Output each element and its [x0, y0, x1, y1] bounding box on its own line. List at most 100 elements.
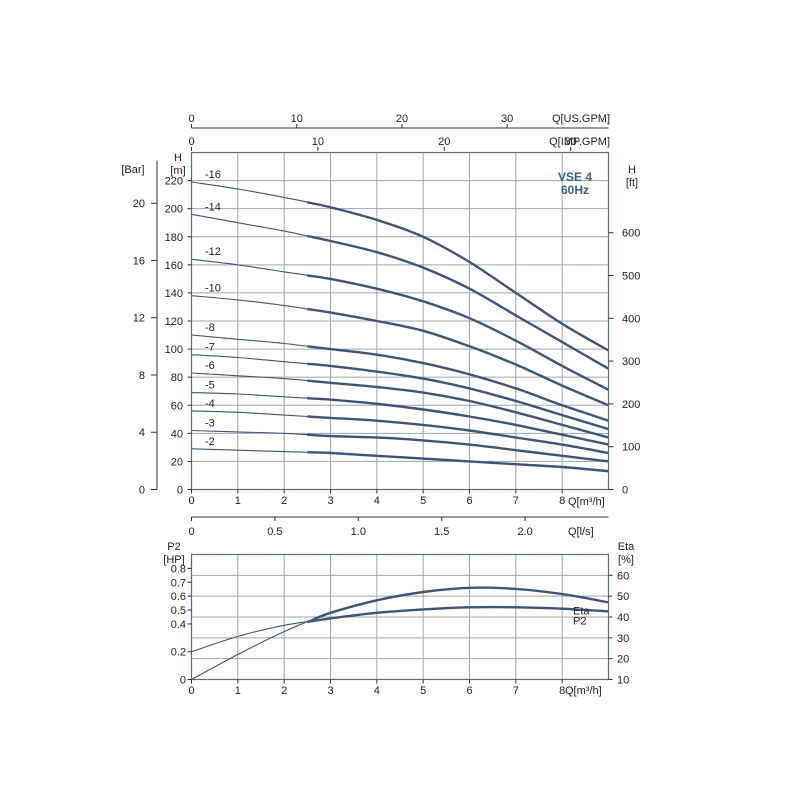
power-x-tick-label: 7 [513, 685, 519, 697]
head-curve-operating-stage16 [307, 201, 610, 352]
head-curve-stage7 [191, 354, 609, 430]
bar-tick-label: 4 [139, 427, 145, 439]
us-gpm-tick-label: 0 [188, 113, 194, 125]
stage-label: -7 [205, 342, 215, 354]
ft-axis-unit: [ft] [626, 177, 638, 189]
head-m-tick-label: 200 [165, 204, 183, 216]
head-curve-operating-stage7 [307, 362, 609, 431]
p2-axis-unit: [HP] [163, 554, 184, 566]
head-x-tick-label: 0 [188, 495, 194, 507]
stage-label: -14 [205, 201, 221, 213]
head-curve-operating-stage4 [307, 415, 609, 455]
head-m-tick-label: 20 [171, 456, 183, 468]
ls-tick-label: 1.0 [351, 526, 366, 538]
head-m-tick-label: 80 [171, 372, 183, 384]
p2-tick-label: 0.2 [171, 647, 186, 659]
head-curve-operating-stage2 [307, 451, 609, 473]
head-curve-stage14 [191, 213, 609, 370]
head-m-tick-label: 0 [177, 485, 183, 497]
series-label-eta: Eta [573, 605, 590, 617]
model-label-line-1: VSE 4 [558, 170, 592, 184]
head-m-tick-label: 140 [165, 288, 183, 300]
eta-tick-label: 60 [617, 570, 629, 582]
us-gpm-tick-label: 20 [396, 113, 408, 125]
head-curve-operating-stage14 [307, 234, 610, 370]
p2-tick-label: 0 [180, 675, 186, 687]
power-curve-operating-p2 [307, 605, 609, 624]
head-x-tick-label: 6 [466, 495, 472, 507]
stage-label: -5 [205, 380, 215, 392]
power-curve-operating-eta [306, 586, 609, 624]
us-gpm-axis-label: Q[US.GPM] [552, 113, 610, 125]
imp-gpm-axis-label: Q[IMP.GPM] [549, 136, 610, 148]
ft-tick-label: 300 [622, 356, 640, 368]
eta-tick-label: 40 [617, 612, 629, 624]
power-x-tick-label: 4 [374, 685, 380, 697]
p2-tick-label: 0.4 [171, 619, 186, 631]
eta-tick-label: 10 [617, 675, 629, 687]
head-x-tick-label: 3 [327, 495, 333, 507]
us-gpm-tick-label: 30 [501, 113, 513, 125]
head-curve-operating-stage12 [307, 274, 610, 391]
head-m-tick-label: 220 [165, 176, 183, 188]
ft-axis-label: H [628, 164, 636, 176]
head-curve-operating-stage6 [307, 379, 609, 439]
stage-label: -3 [205, 418, 215, 430]
head-m-tick-label: 160 [165, 260, 183, 272]
power-x-tick-label: 3 [327, 685, 333, 697]
us-gpm-tick-label: 10 [291, 113, 303, 125]
stage-label: -4 [205, 398, 215, 410]
stage-label: -8 [205, 322, 215, 334]
eta-tick-label: 20 [617, 654, 629, 666]
bar-tick-label: 20 [133, 198, 145, 210]
ls-tick-label: 2.0 [517, 526, 532, 538]
imp-gpm-tick-label: 10 [312, 136, 324, 148]
ft-tick-label: 100 [622, 442, 640, 454]
head-m-axis-label: H [174, 152, 182, 164]
imp-gpm-tick-label: 0 [188, 136, 194, 148]
head-x-axis-label: Q[m³/h] [568, 496, 605, 508]
model-label-line-2: 60Hz [561, 183, 589, 197]
ft-tick-label: 200 [622, 399, 640, 411]
ls-axis-label: Q[l/s] [568, 526, 594, 538]
stage-label: -10 [205, 283, 221, 295]
stage-label: -16 [205, 169, 221, 181]
head-x-tick-label: 7 [513, 495, 519, 507]
imp-gpm-tick-label: 20 [438, 136, 450, 148]
power-x-tick-label: 2 [281, 685, 287, 697]
stage-label: -12 [205, 246, 221, 258]
head-m-tick-label: 60 [171, 400, 183, 412]
p2-axis-label: P2 [167, 541, 180, 553]
eta-tick-label: 50 [617, 591, 629, 603]
head-x-tick-label: 5 [420, 495, 426, 507]
power-curve-eta [191, 587, 609, 680]
power-curve-p2 [191, 606, 609, 653]
eta-axis-unit: [%] [618, 554, 634, 566]
ft-tick-label: 500 [622, 271, 640, 283]
head-m-tick-label: 100 [165, 344, 183, 356]
power-x-tick-label: 6 [466, 685, 472, 697]
ft-tick-label: 600 [622, 228, 640, 240]
power-x-tick-label: 5 [420, 685, 426, 697]
head-m-axis-unit: [m] [170, 165, 185, 177]
power-x-tick-label: 1 [235, 685, 241, 697]
series-label-p2: P2 [573, 615, 586, 627]
bar-axis-label: [Bar] [121, 164, 144, 176]
stage-label: -2 [205, 436, 215, 448]
head-m-tick-label: 40 [171, 428, 183, 440]
power-x-axis-label: Q[m³/h] [565, 685, 602, 697]
head-curve-operating-stage8 [307, 345, 609, 422]
power-x-tick-label: 8 [559, 685, 565, 697]
ls-tick-label: 0.5 [267, 526, 282, 538]
stage-label: -6 [205, 360, 215, 372]
head-x-tick-label: 2 [281, 495, 287, 507]
eta-axis-label: Eta [618, 541, 635, 553]
p2-tick-label: 0.6 [171, 591, 186, 603]
bar-tick-label: 12 [133, 313, 145, 325]
ft-tick-label: 0 [622, 485, 628, 497]
head-x-tick-label: 1 [235, 495, 241, 507]
p2-tick-label: 0.7 [171, 577, 186, 589]
head-m-tick-label: 120 [165, 316, 183, 328]
head-x-tick-label: 4 [374, 495, 380, 507]
